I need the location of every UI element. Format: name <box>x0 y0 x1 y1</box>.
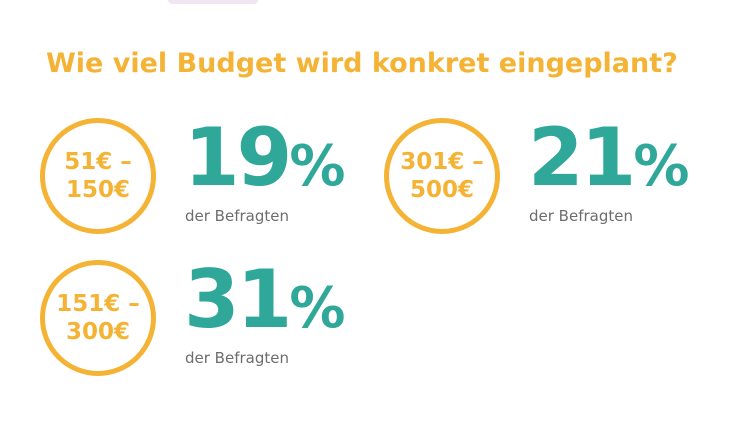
percent-value: 31% <box>184 254 345 355</box>
range-start: 51€ – <box>64 149 132 175</box>
percent-number: 19 <box>184 111 292 204</box>
percent-value: 19% <box>184 112 345 213</box>
percent-value: 21% <box>528 112 689 213</box>
range-badge: 301€ – 500€ <box>384 118 500 234</box>
stat-301-500: 301€ – 500€ 21% der Befragten <box>384 112 714 258</box>
percent-number: 31 <box>184 253 292 346</box>
respondents-caption: der Befragten <box>185 207 289 225</box>
respondents-caption: der Befragten <box>529 207 633 225</box>
top-decoration <box>168 0 258 4</box>
respondents-caption: der Befragten <box>185 349 289 367</box>
range-end: 300€ <box>65 319 130 345</box>
range-start: 151€ – <box>56 291 140 317</box>
chart-title: Wie viel Budget wird konkret eingeplant? <box>46 48 678 79</box>
percent-sign: % <box>289 276 346 341</box>
percent-sign: % <box>633 134 690 199</box>
range-end: 500€ <box>409 177 474 203</box>
stat-51-150: 51€ – 150€ 19% der Befragten <box>40 112 370 258</box>
range-start: 301€ – <box>400 149 484 175</box>
range-badge: 151€ – 300€ <box>40 260 156 376</box>
percent-sign: % <box>289 134 346 199</box>
stat-151-300: 151€ – 300€ 31% der Befragten <box>40 254 370 400</box>
range-badge: 51€ – 150€ <box>40 118 156 234</box>
range-end: 150€ <box>65 177 130 203</box>
percent-number: 21 <box>528 111 636 204</box>
